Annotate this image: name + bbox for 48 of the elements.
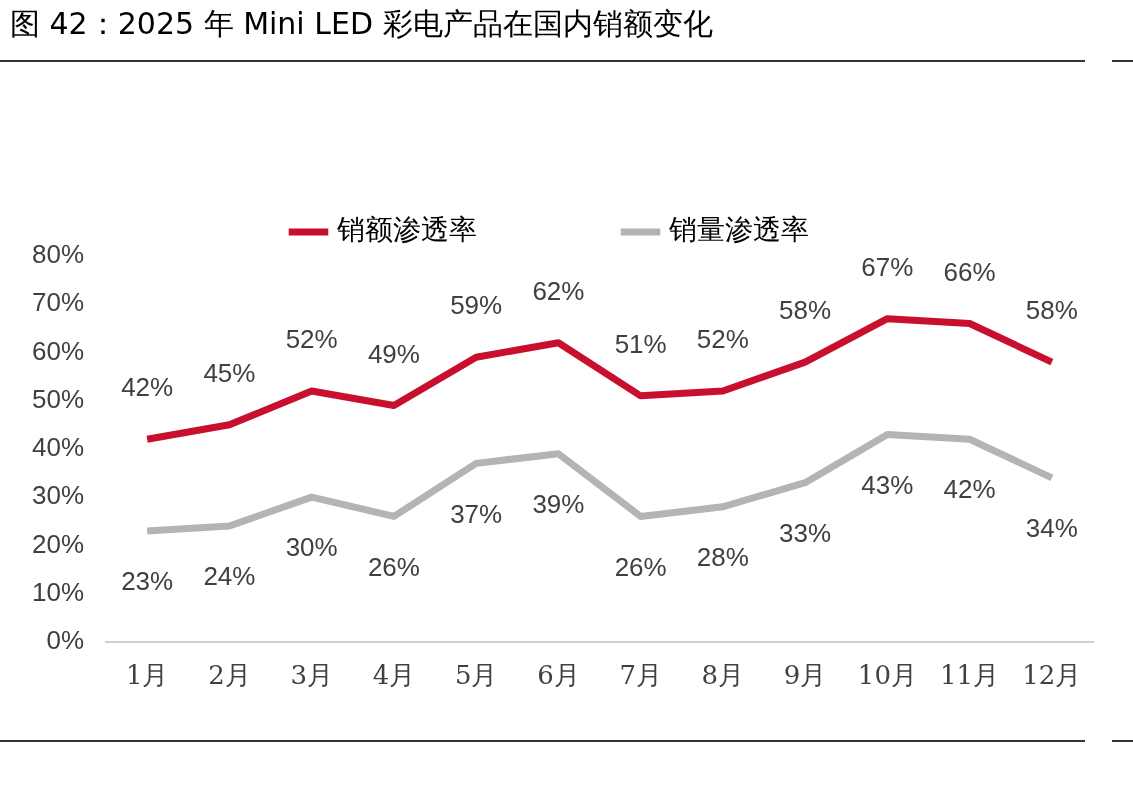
x-tick-label: 9月 xyxy=(783,660,827,691)
x-tick-label: 10月 xyxy=(857,660,917,691)
data-label: 42% xyxy=(943,474,996,505)
data-label: 45% xyxy=(203,357,256,388)
x-tick-label: 7月 xyxy=(619,660,662,691)
y-tick-label: 70% xyxy=(31,287,85,318)
y-tick-label: 50% xyxy=(31,383,85,414)
data-label: 58% xyxy=(1025,295,1078,326)
data-label: 49% xyxy=(367,338,420,369)
data-label: 28% xyxy=(696,541,749,572)
data-label: 26% xyxy=(614,551,667,582)
x-tick-label: 8月 xyxy=(701,660,745,691)
data-label: 59% xyxy=(450,290,503,321)
data-label: 23% xyxy=(121,566,174,597)
data-label: 37% xyxy=(450,498,503,529)
y-tick-label: 60% xyxy=(31,335,85,366)
data-label: 62% xyxy=(532,275,585,306)
chart-title: 图 42：2025 年 Mini LED 彩电产品在国内销额变化 xyxy=(10,5,713,43)
x-tick-label: 2月 xyxy=(208,660,251,691)
y-tick-label: 30% xyxy=(31,480,85,511)
data-label: 58% xyxy=(779,295,832,326)
data-label: 43% xyxy=(861,469,914,500)
x-tick-label: 6月 xyxy=(537,660,580,691)
x-tick-label: 11月 xyxy=(940,660,1000,691)
data-label: 42% xyxy=(121,372,174,403)
y-tick-label: 0% xyxy=(46,624,85,655)
data-label: 52% xyxy=(696,324,749,355)
y-tick-label: 40% xyxy=(31,432,85,463)
data-label: 26% xyxy=(367,551,420,582)
y-tick-label: 80% xyxy=(31,239,85,270)
y-tick-label: 10% xyxy=(31,576,85,607)
y-tick-label: 20% xyxy=(31,528,85,559)
data-label: 30% xyxy=(285,532,338,563)
x-tick-label: 1月 xyxy=(125,660,169,691)
data-label: 51% xyxy=(614,329,667,360)
data-label: 33% xyxy=(779,517,832,548)
data-label: 52% xyxy=(285,324,338,355)
x-tick-label: 4月 xyxy=(372,660,416,691)
data-label: 24% xyxy=(203,561,256,592)
x-tick-label: 5月 xyxy=(454,660,498,691)
legend-label: 销额渗透率 xyxy=(335,213,477,247)
data-label: 34% xyxy=(1025,513,1078,544)
x-tick-label: 3月 xyxy=(290,660,333,691)
data-label: 66% xyxy=(943,256,996,287)
x-tick-label: 12月 xyxy=(1022,660,1082,691)
data-label: 67% xyxy=(861,251,914,282)
legend-label: 销量渗透率 xyxy=(667,213,809,247)
data-label: 39% xyxy=(532,488,585,519)
